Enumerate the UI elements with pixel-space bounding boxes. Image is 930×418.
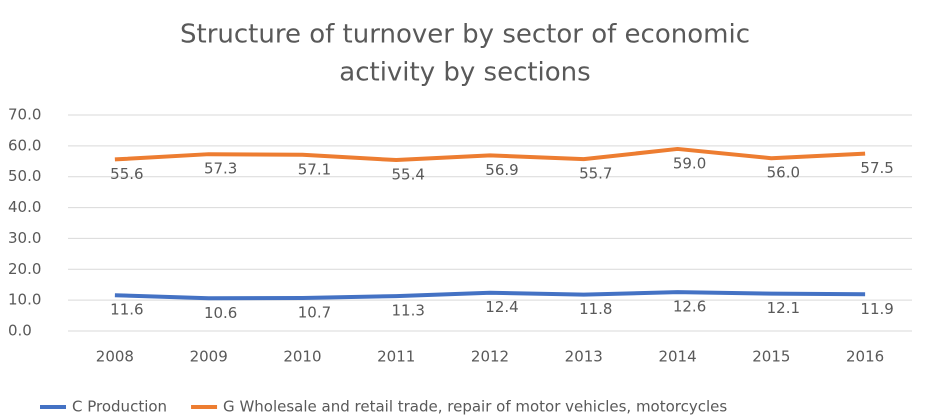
y-tick-label: 60.0 <box>8 136 41 154</box>
x-tick-label: 2011 <box>377 348 415 366</box>
series-line <box>114 146 866 163</box>
y-tick-label: 30.0 <box>8 229 41 247</box>
data-label: 12.4 <box>485 298 518 316</box>
data-label: 11.9 <box>860 300 893 318</box>
data-label: 12.1 <box>767 299 800 317</box>
data-label: 11.6 <box>110 301 143 319</box>
data-label: 12.6 <box>673 298 706 316</box>
chart-title: activity by sections <box>339 58 590 88</box>
data-label: 10.6 <box>204 304 237 322</box>
series-line <box>114 290 866 301</box>
x-tick-label: 2008 <box>96 348 134 366</box>
data-label: 59.0 <box>673 154 706 172</box>
x-tick-label: 2016 <box>846 348 884 366</box>
data-label: 10.7 <box>298 303 331 321</box>
x-tick-label: 2009 <box>190 348 228 366</box>
y-tick-label: 10.0 <box>8 291 41 309</box>
x-tick-label: 2014 <box>658 348 696 366</box>
y-tick-label: 20.0 <box>8 260 41 278</box>
x-tick-label: 2012 <box>471 348 509 366</box>
data-label: 11.3 <box>392 302 425 320</box>
x-tick-label: 2013 <box>565 348 603 366</box>
data-label: 57.1 <box>298 160 331 178</box>
data-label: 57.3 <box>204 160 237 178</box>
x-tick-label: 2010 <box>283 348 321 366</box>
y-tick-label: 50.0 <box>8 167 41 185</box>
data-label: 56.0 <box>767 164 800 182</box>
data-label: 55.4 <box>392 166 425 184</box>
data-label: 57.5 <box>860 159 893 177</box>
legend-label: G Wholesale and retail trade, repair of … <box>223 398 727 416</box>
data-label: 55.7 <box>579 165 612 183</box>
y-tick-label: 0.0 <box>8 322 32 340</box>
data-label: 56.9 <box>485 161 518 179</box>
data-label: 55.6 <box>110 165 143 183</box>
data-label: 11.8 <box>579 300 612 318</box>
y-tick-label: 40.0 <box>8 198 41 216</box>
legend-label: C Production <box>72 398 167 416</box>
chart-title: Structure of turnover by sector of econo… <box>180 20 750 50</box>
x-tick-label: 2015 <box>752 348 790 366</box>
y-tick-label: 70.0 <box>8 106 41 124</box>
